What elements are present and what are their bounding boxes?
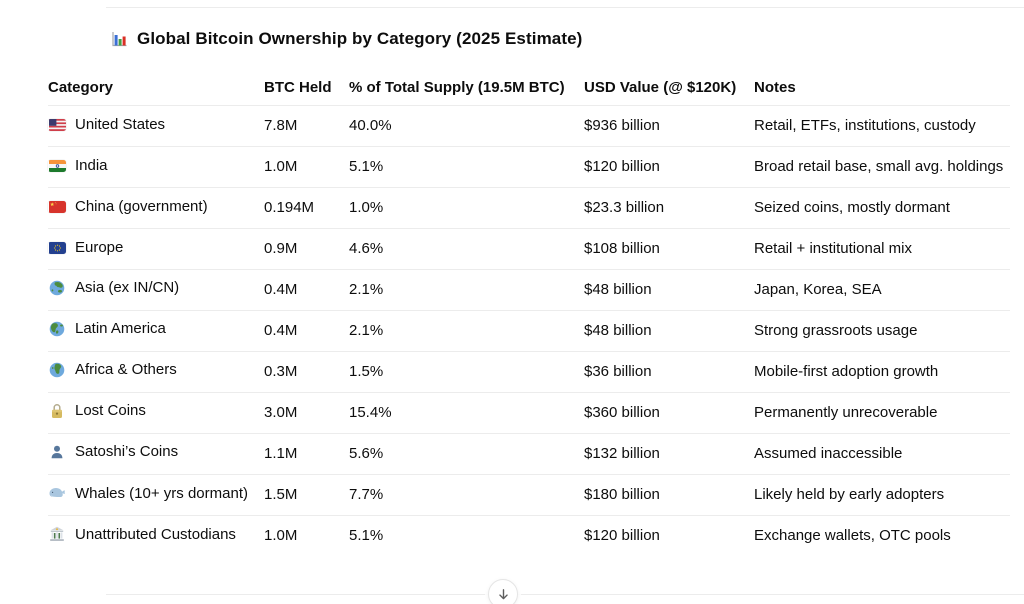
globe-asia-icon [48, 280, 66, 296]
usd-value: $48 billion [584, 310, 754, 352]
pct-supply-value: 4.6% [349, 228, 584, 270]
table-row: United States 7.8M 40.0% $936 billion Re… [48, 105, 1010, 147]
notes-value: Seized coins, mostly dormant [754, 187, 1010, 229]
page-title-text: Global Bitcoin Ownership by Category (20… [137, 29, 583, 48]
btc-held-value: 0.4M [264, 269, 349, 311]
eu-flag-icon [48, 241, 66, 254]
btc-held-value: 7.8M [264, 105, 349, 147]
china-flag-icon [48, 200, 66, 213]
table-row: India 1.0M 5.1% $120 billion Broad retai… [48, 146, 1010, 188]
notes-value: Japan, Korea, SEA [754, 269, 1010, 311]
category-label: Latin America [75, 320, 166, 338]
india-flag-icon [48, 159, 66, 172]
usd-value: $120 billion [584, 527, 660, 545]
category-label: United States [75, 116, 166, 134]
notes-value: Mobile-first adoption growth [754, 351, 1010, 393]
bar-chart-icon [110, 30, 128, 48]
btc-held-value: 0.3M [264, 351, 349, 393]
notes-value: Likely held by early adopters [754, 474, 1010, 516]
usd-value: $108 billion [584, 228, 754, 270]
category-label: Lost Coins [75, 402, 146, 420]
scroll-down-button[interactable] [488, 579, 518, 604]
usd-value: $23.3 billion [584, 187, 754, 229]
category-label: Unattributed Custodians [75, 525, 236, 543]
table-row: Satoshi’s Coins 1.1M 5.6% $132 billion A… [48, 433, 1010, 475]
pct-supply-value: 1.5% [349, 351, 584, 393]
pct-supply-value: 40.0% [349, 105, 584, 147]
category-label: China (government) [75, 198, 208, 216]
table-row: China (government) 0.194M 1.0% $23.3 bil… [48, 187, 1010, 229]
globe-americas-icon [48, 321, 66, 337]
us-flag-icon [48, 118, 66, 131]
header-row: Category BTC Held % of Total Supply (19.… [48, 71, 1010, 106]
table-row: Africa & Others 0.3M 1.5% $36 billion Mo… [48, 351, 1010, 393]
pct-supply-value: 2.1% [349, 310, 584, 352]
column-header-notes: Notes [754, 71, 1010, 106]
column-header-category: Category [48, 71, 264, 106]
globe-africa-icon [48, 362, 66, 378]
notes-value: Strong grassroots usage [754, 310, 1010, 352]
column-header-usd-value: USD Value (@ $120K) [584, 71, 754, 106]
category-label: Europe [75, 239, 124, 257]
pct-supply-value: 5.1% [349, 527, 384, 545]
usd-value: $120 billion [584, 146, 754, 188]
btc-held-value: 0.4M [264, 310, 349, 352]
column-header-btc-held: BTC Held [264, 71, 349, 106]
column-header-pct-supply: % of Total Supply (19.5M BTC) [349, 71, 584, 106]
category-label: Africa & Others [75, 361, 177, 379]
btc-held-value: 1.1M [264, 433, 349, 475]
pct-supply-value: 15.4% [349, 392, 584, 434]
lock-icon [48, 403, 66, 419]
category-label: Asia (ex IN/CN) [75, 279, 180, 297]
notes-value: Broad retail base, small avg. holdings [754, 146, 1010, 188]
notes-value: Assumed inaccessible [754, 433, 1010, 475]
bottom-divider [106, 594, 1024, 595]
notes-value: Retail, ETFs, institutions, custody [754, 105, 1010, 147]
bank-icon [48, 526, 66, 542]
bust-icon [48, 444, 66, 460]
pct-supply-value: 1.0% [349, 187, 584, 229]
btc-held-value: 1.0M [264, 146, 349, 188]
notes-value: Permanently unrecoverable [754, 392, 1010, 434]
usd-value: $936 billion [584, 105, 754, 147]
usd-value: $180 billion [584, 474, 754, 516]
category-label: Whales (10+ yrs dormant) [75, 484, 248, 502]
page-title: Global Bitcoin Ownership by Category (20… [110, 29, 582, 49]
usd-value: $48 billion [584, 269, 754, 311]
btc-held-value: 1.0M [264, 527, 298, 545]
btc-held-value: 3.0M [264, 392, 349, 434]
usd-value: $360 billion [584, 392, 754, 434]
table-row: Latin America 0.4M 2.1% $48 billion Stro… [48, 310, 1010, 352]
category-label: Satoshi’s Coins [75, 443, 179, 461]
pct-supply-value: 5.1% [349, 146, 584, 188]
btc-held-value: 0.194M [264, 187, 349, 229]
usd-value: $132 billion [584, 433, 754, 475]
down-arrow-icon [496, 587, 511, 602]
pct-supply-value: 7.7% [349, 474, 584, 516]
table-row: Whales (10+ yrs dormant) 1.5M 7.7% $180 … [48, 474, 1010, 516]
btc-held-value: 1.5M [264, 474, 349, 516]
table-row: Europe 0.9M 4.6% $108 billion Retail + i… [48, 228, 1010, 270]
ownership-table: Category BTC Held % of Total Supply (19.… [48, 71, 1010, 556]
table-row: Unattributed Custodians 1.0M 5.1% $120 b… [48, 515, 1010, 556]
table-row: Lost Coins 3.0M 15.4% $360 billion Perma… [48, 392, 1010, 434]
category-label: India [75, 157, 108, 175]
pct-supply-value: 2.1% [349, 269, 584, 311]
table-row: Asia (ex IN/CN) 0.4M 2.1% $48 billion Ja… [48, 269, 1010, 311]
btc-held-value: 0.9M [264, 228, 349, 270]
pct-supply-value: 5.6% [349, 433, 584, 475]
notes-value: Retail + institutional mix [754, 228, 1010, 270]
notes-value: Exchange wallets, OTC pools [754, 527, 951, 545]
whale-icon [48, 486, 66, 500]
top-divider [106, 7, 1024, 8]
usd-value: $36 billion [584, 351, 754, 393]
